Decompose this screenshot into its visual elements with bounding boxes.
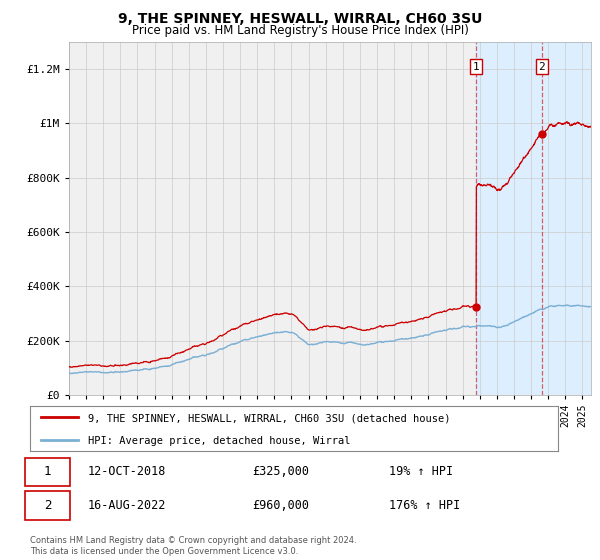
Text: 16-AUG-2022: 16-AUG-2022 bbox=[88, 499, 166, 512]
FancyBboxPatch shape bbox=[25, 491, 70, 520]
Text: £960,000: £960,000 bbox=[252, 499, 309, 512]
Text: HPI: Average price, detached house, Wirral: HPI: Average price, detached house, Wirr… bbox=[88, 436, 350, 446]
Bar bbox=[476, 42, 591, 395]
Text: £325,000: £325,000 bbox=[252, 465, 309, 478]
Text: Contains HM Land Registry data © Crown copyright and database right 2024.
This d: Contains HM Land Registry data © Crown c… bbox=[30, 536, 356, 556]
Text: 12-OCT-2018: 12-OCT-2018 bbox=[88, 465, 166, 478]
Text: 176% ↑ HPI: 176% ↑ HPI bbox=[389, 499, 460, 512]
Text: 19% ↑ HPI: 19% ↑ HPI bbox=[389, 465, 453, 478]
Text: 1: 1 bbox=[473, 62, 479, 72]
Text: Price paid vs. HM Land Registry's House Price Index (HPI): Price paid vs. HM Land Registry's House … bbox=[131, 24, 469, 37]
Text: 2: 2 bbox=[538, 62, 545, 72]
Text: 1: 1 bbox=[44, 465, 51, 478]
Text: 2: 2 bbox=[44, 499, 51, 512]
Text: 9, THE SPINNEY, HESWALL, WIRRAL, CH60 3SU: 9, THE SPINNEY, HESWALL, WIRRAL, CH60 3S… bbox=[118, 12, 482, 26]
FancyBboxPatch shape bbox=[25, 458, 70, 486]
Text: 9, THE SPINNEY, HESWALL, WIRRAL, CH60 3SU (detached house): 9, THE SPINNEY, HESWALL, WIRRAL, CH60 3S… bbox=[88, 413, 451, 423]
